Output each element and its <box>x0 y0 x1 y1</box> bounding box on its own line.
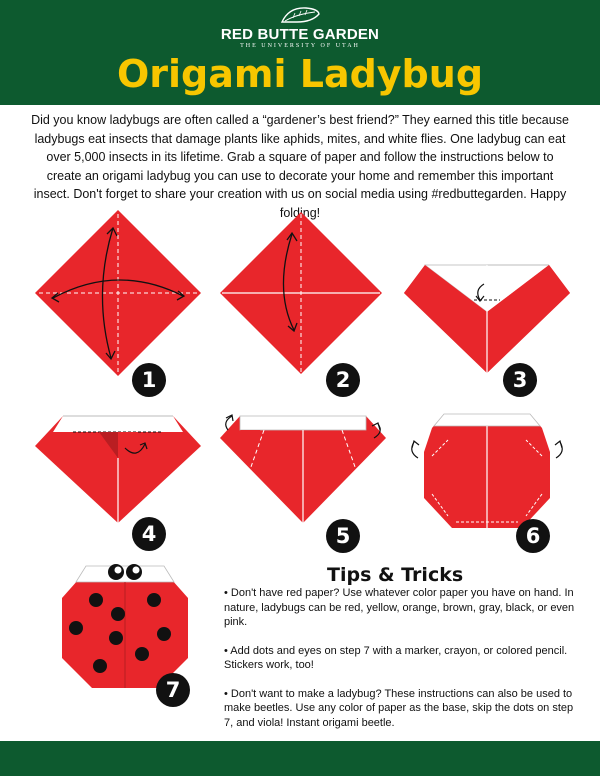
step-6-badge: 6 <box>516 519 550 553</box>
step-6-diagram <box>404 412 570 530</box>
step-4-badge: 4 <box>132 517 166 551</box>
tips-title: Tips & Tricks <box>327 564 464 586</box>
footer-bar <box>0 741 600 776</box>
step-1-diagram <box>33 208 203 378</box>
tip-item: • Don't want to make a ladybug? These in… <box>224 687 574 729</box>
brand-name: RED BUTTE GARDEN <box>220 26 380 43</box>
intro-paragraph: Did you know ladybugs are often called a… <box>31 113 569 220</box>
tip-item: • Don't have red paper? Use whatever col… <box>224 587 575 628</box>
page-title: Origami Ladybug <box>116 52 484 96</box>
step-5-diagram <box>218 412 388 524</box>
step-3-diagram <box>404 262 570 374</box>
step-1-badge: 1 <box>132 363 166 397</box>
step-2-badge: 2 <box>326 363 360 397</box>
tips-list: • Don't have red paper? Use whatever col… <box>224 586 576 744</box>
leaf-logo-icon <box>280 7 320 23</box>
step-7-ladybug <box>60 558 190 690</box>
header-banner: RED BUTTE GARDEN THE UNIVERSITY OF UTAH … <box>0 0 600 105</box>
brand-subtitle: THE UNIVERSITY OF UTAH <box>240 43 360 49</box>
step-2-diagram <box>218 210 384 376</box>
step-7-badge: 7 <box>156 673 190 707</box>
step-3-badge: 3 <box>503 363 537 397</box>
tip-item: • Add dots and eyes on step 7 with a mar… <box>224 644 568 672</box>
step-4-diagram <box>33 414 203 524</box>
step-5-badge: 5 <box>326 519 360 553</box>
